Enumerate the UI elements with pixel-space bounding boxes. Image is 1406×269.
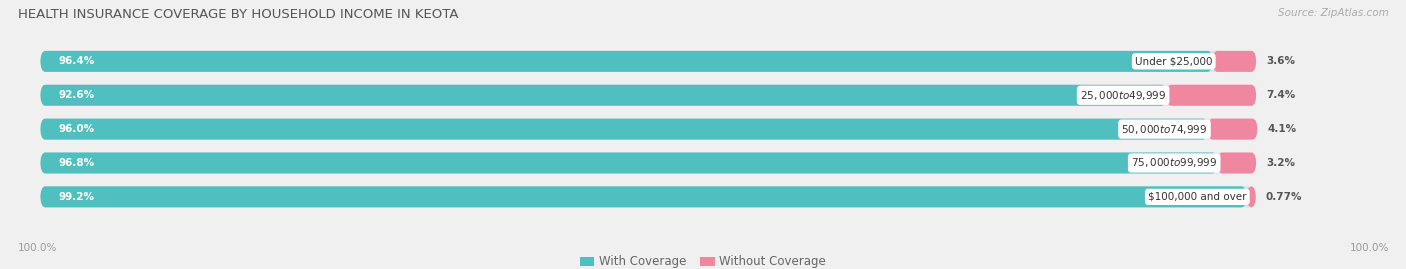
Text: 100.0%: 100.0% [18, 243, 58, 253]
FancyBboxPatch shape [41, 51, 1212, 72]
Text: 0.77%: 0.77% [1265, 192, 1302, 202]
Text: $25,000 to $49,999: $25,000 to $49,999 [1080, 89, 1167, 102]
FancyBboxPatch shape [41, 85, 1257, 106]
Text: 92.6%: 92.6% [59, 90, 94, 100]
Text: HEALTH INSURANCE COVERAGE BY HOUSEHOLD INCOME IN KEOTA: HEALTH INSURANCE COVERAGE BY HOUSEHOLD I… [18, 8, 458, 21]
Text: 96.8%: 96.8% [59, 158, 94, 168]
Text: 100.0%: 100.0% [1350, 243, 1389, 253]
Text: 3.6%: 3.6% [1265, 56, 1295, 66]
FancyBboxPatch shape [1212, 51, 1257, 72]
FancyBboxPatch shape [1218, 153, 1257, 174]
FancyBboxPatch shape [1208, 119, 1257, 140]
FancyBboxPatch shape [41, 186, 1257, 207]
Text: Source: ZipAtlas.com: Source: ZipAtlas.com [1278, 8, 1389, 18]
FancyBboxPatch shape [41, 153, 1257, 174]
FancyBboxPatch shape [41, 186, 1247, 207]
Text: $75,000 to $99,999: $75,000 to $99,999 [1130, 157, 1218, 169]
FancyBboxPatch shape [41, 119, 1208, 140]
Text: 96.0%: 96.0% [59, 124, 94, 134]
Text: 96.4%: 96.4% [59, 56, 94, 66]
FancyBboxPatch shape [41, 119, 1257, 140]
Text: $50,000 to $74,999: $50,000 to $74,999 [1122, 123, 1208, 136]
FancyBboxPatch shape [41, 51, 1257, 72]
Legend: With Coverage, Without Coverage: With Coverage, Without Coverage [575, 251, 831, 269]
Text: Under $25,000: Under $25,000 [1135, 56, 1212, 66]
Text: 7.4%: 7.4% [1265, 90, 1295, 100]
FancyBboxPatch shape [1167, 85, 1257, 106]
FancyBboxPatch shape [1247, 186, 1256, 207]
Text: 3.2%: 3.2% [1265, 158, 1295, 168]
Text: 4.1%: 4.1% [1267, 124, 1296, 134]
FancyBboxPatch shape [41, 85, 1167, 106]
FancyBboxPatch shape [41, 153, 1218, 174]
Text: $100,000 and over: $100,000 and over [1149, 192, 1247, 202]
Text: 99.2%: 99.2% [59, 192, 94, 202]
